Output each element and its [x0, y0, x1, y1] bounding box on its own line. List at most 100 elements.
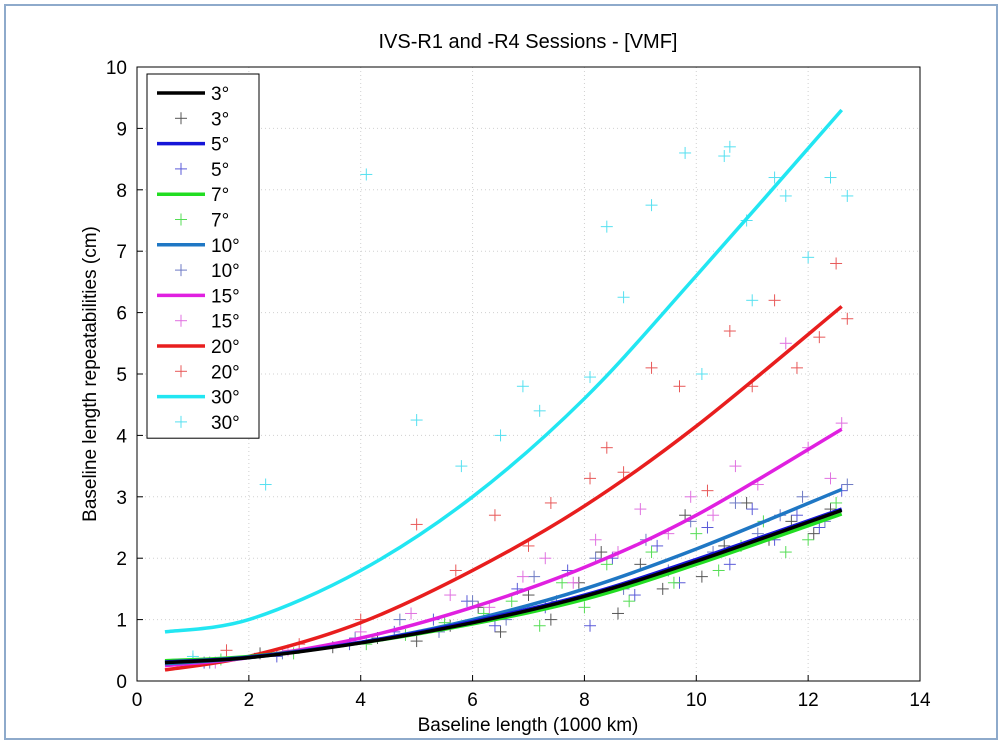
scatter-point — [740, 496, 753, 509]
legend-label: 5° — [211, 160, 229, 181]
legend-entry: 30° — [157, 388, 240, 409]
scatter-point — [578, 601, 591, 614]
scatter-point — [444, 589, 457, 602]
scatter-point — [690, 527, 703, 540]
legend-entry: 7° — [157, 185, 229, 206]
scatter-point — [360, 168, 373, 181]
scatter-point — [707, 509, 720, 522]
scatter-point — [600, 441, 613, 454]
x-tick-label: 14 — [909, 690, 931, 711]
scatter-point — [449, 564, 462, 577]
scatter-point — [455, 460, 468, 473]
legend-label: 15° — [211, 286, 240, 307]
x-tick-label: 8 — [579, 690, 590, 711]
scatter-point — [841, 312, 854, 325]
scatter-point — [410, 518, 423, 531]
legend-entry: 3° — [175, 109, 229, 130]
scatter-point — [679, 146, 692, 159]
scatter-point — [617, 466, 630, 479]
x-tick-label: 2 — [244, 690, 255, 711]
scatter-point — [494, 429, 507, 442]
y-tick-label: 5 — [116, 365, 127, 386]
x-tick-label: 10 — [686, 690, 707, 711]
scatter-point — [595, 546, 608, 559]
legend-label: 3° — [211, 84, 229, 105]
scatter-point — [488, 509, 501, 522]
scatter-point — [584, 619, 597, 632]
scatter-point — [830, 496, 843, 509]
legend-entry: 15° — [175, 312, 240, 333]
scatter-point — [779, 546, 792, 559]
scatter-point — [645, 546, 658, 559]
legend-entry: 15° — [157, 286, 240, 307]
scatter-point — [466, 595, 479, 608]
scatter-point — [768, 294, 781, 307]
scatter-point — [824, 171, 837, 184]
scatter-point — [544, 613, 557, 626]
scatter-point — [712, 564, 725, 577]
scatter-point — [695, 570, 708, 583]
y-tick-label: 0 — [116, 672, 127, 693]
scatter-point — [723, 325, 736, 338]
scatter-point — [645, 199, 658, 212]
scatter-point — [695, 368, 708, 380]
legend-label: 20° — [211, 337, 240, 358]
legend-label: 10° — [211, 236, 240, 257]
scatter-point — [645, 361, 658, 374]
scatter-point — [410, 414, 423, 427]
scatter-point — [824, 472, 837, 485]
scatter-point — [830, 257, 843, 270]
legend-entry: 10° — [175, 261, 240, 282]
scatter-point — [841, 478, 854, 491]
x-tick-label: 0 — [132, 690, 143, 711]
scatter-point — [768, 171, 781, 184]
scatter-point — [723, 558, 736, 571]
scatter-point — [802, 533, 815, 546]
scatter-point — [835, 417, 848, 430]
legend-label: 30° — [211, 413, 240, 434]
series-line — [164, 108, 844, 634]
scatter-point — [651, 539, 664, 552]
legend-box — [146, 73, 260, 439]
legend-entry: 3° — [157, 84, 229, 105]
scatter-point — [516, 380, 529, 393]
scatter-point — [729, 460, 742, 473]
scatter-point — [600, 220, 613, 233]
scatter-point — [779, 189, 792, 202]
legend-label: 15° — [211, 312, 240, 333]
scatter-point — [589, 533, 602, 546]
scatter-point — [617, 291, 630, 304]
y-tick-label: 7 — [116, 242, 127, 263]
legend-entry: 7° — [175, 211, 229, 232]
scatter-point — [354, 625, 367, 638]
scatter-point — [623, 595, 636, 608]
y-tick-label: 6 — [116, 304, 127, 325]
legend: 3° 3° 5° 5° 7° 7° 10° 10° 15° 15° 20° 20° 30° 30° — [146, 73, 260, 439]
scatter-point — [533, 404, 546, 417]
scatter-point — [393, 613, 406, 626]
y-tick-label: 9 — [116, 119, 127, 140]
scatter-point — [556, 576, 569, 589]
x-axis-label: Baseline length (1000 km) — [418, 715, 639, 736]
legend-entry: 30° — [175, 413, 240, 434]
scatter-point — [533, 619, 546, 632]
scatter-point — [584, 371, 597, 384]
scatter-point — [410, 635, 423, 648]
scatter-point — [528, 570, 541, 583]
scatter-point — [729, 496, 742, 509]
scatter-point — [796, 490, 809, 503]
legend-entry: 5° — [157, 135, 229, 156]
y-tick-label: 2 — [116, 549, 127, 570]
scatter-point — [841, 189, 854, 202]
y-tick-label: 3 — [116, 488, 127, 509]
legend-entry: 10° — [157, 236, 240, 257]
scatter-point — [220, 644, 233, 657]
x-tick-label: 12 — [798, 690, 819, 711]
x-tick-label: 4 — [355, 690, 366, 711]
scatter-point — [656, 582, 669, 595]
scatter-point — [684, 490, 697, 503]
y-axis-label: Baseline length repeatabilities (cm) — [80, 226, 101, 522]
chart-title: IVS-R1 and -R4 Sessions - [VMF] — [379, 31, 678, 53]
